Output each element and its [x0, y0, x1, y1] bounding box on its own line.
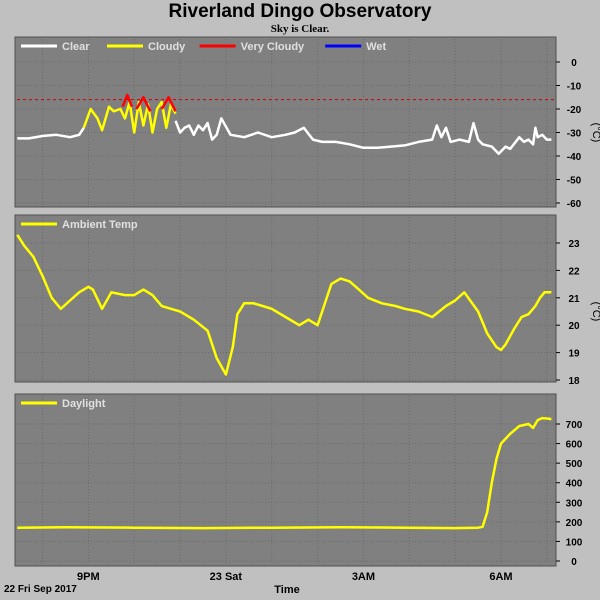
y-tick-label: -50: [567, 176, 582, 187]
y-tick-label: 300: [566, 498, 583, 509]
y-tick-label: 700: [566, 420, 583, 431]
x-axis-title: Time: [274, 584, 300, 596]
series-line-very-cloudy: [121, 93, 134, 108]
y-tick-label: 19: [568, 349, 580, 360]
series-line-daylight: [17, 416, 552, 530]
plot-panel-daylight: [14, 393, 557, 567]
y-tick-label: -60: [567, 199, 582, 210]
y-tick-label: 23: [568, 239, 580, 250]
y-tick-label: 21: [568, 294, 580, 305]
y-axis-unit: (°C): [590, 302, 600, 322]
y-tick-label: -20: [567, 105, 582, 116]
y-tick-label: -10: [567, 82, 582, 93]
y-tick-label: -40: [567, 152, 582, 163]
series-line-very-cloudy: [160, 96, 177, 112]
x-tick-label: 23 Sat: [210, 571, 243, 583]
y-tick-label: 600: [566, 440, 583, 451]
legend-label: Very Cloudy: [241, 41, 305, 53]
y-tick-label: 18: [568, 376, 580, 387]
legend-label: Wet: [366, 41, 386, 53]
series-line-clear: [174, 117, 552, 155]
y-tick-label: -30: [567, 129, 582, 140]
plot-panel-sky: [14, 36, 557, 208]
y-tick-label: 0: [571, 58, 577, 69]
y-tick-label: 200: [566, 518, 583, 529]
chart-title: Riverland Dingo Observatory: [168, 1, 432, 22]
x-tick-label: 6AM: [489, 571, 512, 583]
y-tick-label: 0: [571, 557, 577, 568]
series-line-clear: [17, 127, 85, 140]
legend-label: Daylight: [62, 398, 106, 410]
legend-label: Clear: [62, 41, 90, 53]
x-tick-label: 3AM: [352, 571, 375, 583]
x-tick-label: 9PM: [77, 571, 100, 583]
legend-label: Cloudy: [148, 41, 186, 53]
legend-label: Ambient Temp: [62, 219, 138, 231]
y-axis-unit: (°C): [590, 123, 600, 143]
series-line-cloudy: [82, 100, 177, 134]
plot-panel-temp: [14, 214, 557, 383]
y-tick-label: 20: [568, 321, 580, 332]
sky-status-subtitle: Sky is Clear.: [270, 23, 330, 35]
series-line-ambient-temp: [16, 234, 552, 376]
date-label: 22 Fri Sep 2017: [4, 584, 77, 595]
series-line-very-cloudy: [135, 96, 152, 112]
y-tick-label: 22: [568, 266, 580, 277]
y-tick-label: 400: [566, 479, 583, 490]
y-tick-label: 100: [566, 537, 583, 548]
y-tick-label: 500: [566, 459, 583, 470]
